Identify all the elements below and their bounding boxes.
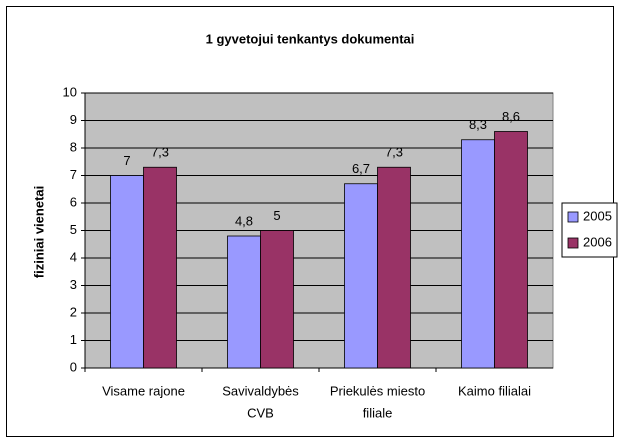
- y-tick-label: 6: [70, 194, 77, 209]
- bar: [260, 230, 294, 369]
- legend-swatch: [567, 211, 579, 223]
- data-label: 7: [123, 153, 130, 168]
- bar: [461, 139, 495, 369]
- bar: [227, 235, 261, 369]
- y-tick-label: 10: [63, 84, 77, 99]
- legend-swatch: [567, 237, 579, 249]
- bar: [494, 131, 528, 369]
- x-tick-label: Priekulės miesto: [330, 383, 425, 398]
- data-label: 5: [273, 208, 280, 223]
- data-label: 6,7: [352, 161, 370, 176]
- y-tick-label: 1: [70, 332, 77, 347]
- bar: [110, 175, 144, 369]
- legend-label: 2006: [583, 234, 612, 249]
- x-tick-label: CVB: [247, 405, 274, 420]
- y-tick-label: 5: [70, 222, 77, 237]
- y-tick-label: 8: [70, 139, 77, 154]
- data-label: 4,8: [235, 213, 253, 228]
- data-label: 7,3: [385, 145, 403, 160]
- chart-title: 1 gyvetojui tenkantys dokumentai: [206, 31, 415, 46]
- bar: [377, 166, 411, 369]
- x-tick-label: filiale: [363, 405, 393, 420]
- y-tick-label: 3: [70, 277, 77, 292]
- data-label: 7,3: [151, 145, 169, 160]
- data-label: 8,6: [502, 109, 520, 124]
- y-tick-label: 0: [70, 359, 77, 374]
- x-tick-label: Savivaldybės: [222, 383, 299, 398]
- x-tick-label: Visame rajone: [102, 383, 185, 398]
- y-tick-label: 4: [70, 249, 77, 264]
- y-axis-label: fiziniai vienetai: [31, 186, 46, 278]
- bar: [143, 166, 177, 369]
- y-tick-label: 2: [70, 304, 77, 319]
- y-tick-label: 7: [70, 167, 77, 182]
- bar: [344, 183, 378, 369]
- legend-label: 2005: [583, 208, 612, 223]
- x-tick-label: Kaimo filialai: [458, 383, 531, 398]
- y-tick-label: 9: [70, 112, 77, 127]
- data-label: 8,3: [469, 117, 487, 132]
